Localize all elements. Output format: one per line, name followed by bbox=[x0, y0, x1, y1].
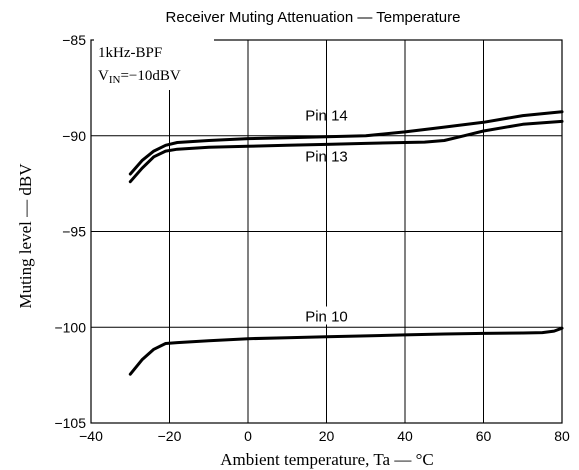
tick-labels: −40 −20 0 20 40 60 80 −85 −90 −95 −100 −105 bbox=[54, 32, 570, 444]
annotation-v: V bbox=[98, 68, 109, 84]
plot-frame bbox=[90, 39, 563, 424]
series-label-pin-13: Pin 13 bbox=[305, 149, 348, 166]
y-tick-label: −90 bbox=[62, 128, 86, 144]
annotation-level-value: =−10dBV bbox=[120, 68, 180, 84]
x-axis-label: Ambient temperature, Ta — °C bbox=[220, 450, 434, 469]
series-label-pin-14: Pin 14 bbox=[305, 107, 348, 124]
series-label-bg-pin-10 bbox=[296, 306, 357, 325]
series-line-pin-14 bbox=[128, 110, 564, 176]
series-line-pin-13 bbox=[128, 119, 564, 184]
x-tick-label: 40 bbox=[397, 428, 413, 444]
x-tick-label: 20 bbox=[319, 428, 335, 444]
y-axis-label: Muting level — dBV bbox=[16, 163, 35, 309]
x-tick-label: 60 bbox=[476, 428, 492, 444]
annotation-subscript: IN bbox=[109, 74, 121, 86]
y-tick-label: −85 bbox=[62, 32, 86, 48]
annotation-filter: 1kHz-BPF bbox=[98, 45, 162, 61]
y-tick-label: −100 bbox=[54, 319, 86, 335]
x-tick-label: 0 bbox=[244, 428, 252, 444]
series-labels: Pin 14 Pin 13 Pin 10 bbox=[296, 107, 357, 326]
chart-title: Receiver Muting Attenuation — Temperatur… bbox=[166, 9, 461, 26]
x-tick-label: 80 bbox=[554, 428, 570, 444]
x-tick-label: −20 bbox=[158, 428, 182, 444]
y-tick-label: −105 bbox=[54, 415, 86, 431]
grid-lines bbox=[90, 39, 563, 424]
series-label-pin-10: Pin 10 bbox=[305, 309, 348, 326]
series-line-pin-10 bbox=[128, 326, 564, 376]
data-curves bbox=[128, 110, 564, 376]
annotation-input-level: VIN=−10dBV bbox=[98, 68, 181, 86]
annotation-background bbox=[94, 38, 214, 90]
x-tick-label: −40 bbox=[79, 428, 103, 444]
y-tick-label: −95 bbox=[62, 224, 86, 240]
